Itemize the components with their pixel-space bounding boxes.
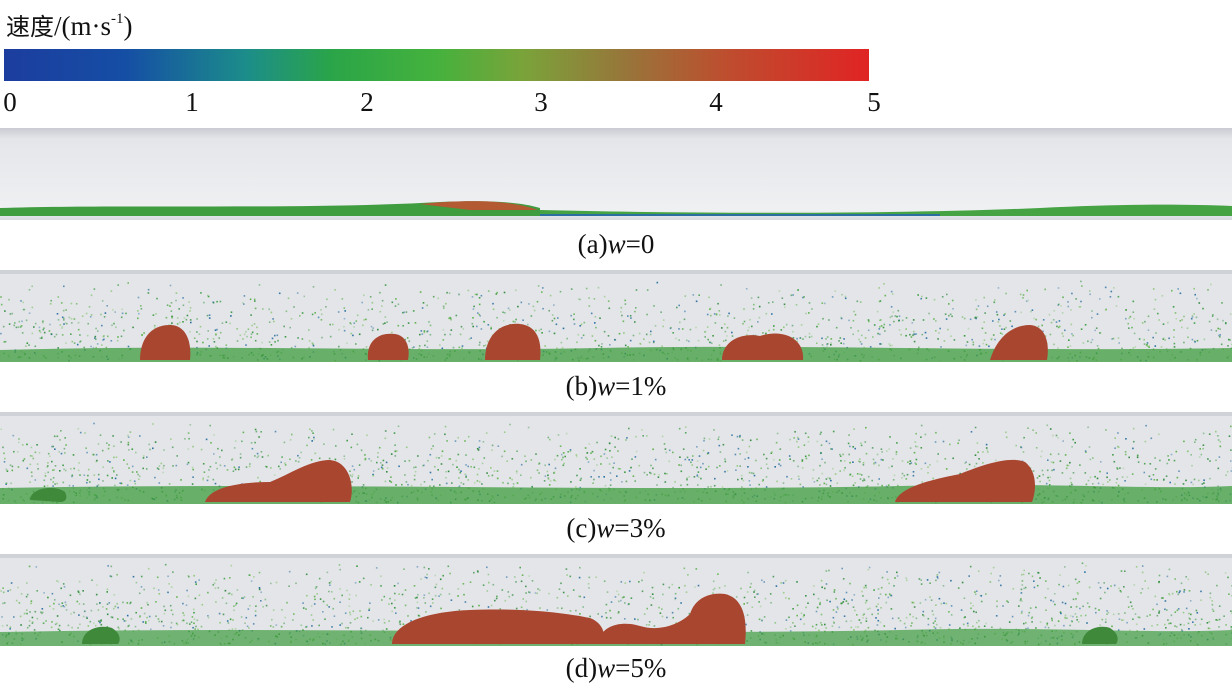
panel-caption-b: (b)w=1% [0, 370, 1232, 402]
sand-bed-slow-strip [540, 214, 940, 216]
caption-prefix: (b) [565, 371, 598, 401]
caption-var: w [607, 229, 626, 259]
colorbar-tick-4: 4 [709, 87, 723, 117]
caption-value: =3% [614, 513, 666, 543]
colorbar-tick-1: 1 [185, 87, 199, 117]
panel-caption-d: (d)w=5% [0, 652, 1232, 684]
caption-var: w [597, 653, 616, 683]
pipe-view-d [0, 554, 1232, 646]
colorbar-tick-5: 5 [867, 87, 881, 117]
caption-prefix: (c) [566, 513, 597, 543]
pipe-view-b [0, 270, 1232, 362]
colorbar-tick-3: 3 [534, 87, 548, 117]
sand-slug-5 [990, 325, 1048, 360]
pipe-panel-b [0, 270, 1232, 362]
caption-value: =0 [625, 229, 655, 259]
caption-var: w [596, 513, 615, 543]
pipe-panel-c [0, 412, 1232, 504]
colorbar-title: 速度/(m·s-1) [6, 4, 133, 44]
colorbar-tick-0: 0 [3, 87, 17, 117]
sand-slug-1 [392, 609, 605, 644]
sand-slug-3 [485, 323, 541, 360]
caption-value: =5% [615, 653, 667, 683]
sand-cluster-left [82, 626, 120, 644]
panel-caption-a: (a)w=0 [0, 228, 1232, 260]
pipe-panel-a [0, 128, 1232, 220]
colorbar-title-cn: 速度 [6, 13, 54, 41]
colorbar-tick-2: 2 [360, 87, 374, 117]
caption-prefix: (a) [577, 229, 608, 259]
sand-bed [0, 346, 1232, 362]
sand-cluster [30, 487, 67, 502]
pipe-panel-d [0, 554, 1232, 646]
sand-slug-1 [205, 460, 352, 502]
sand-cluster-right [1082, 626, 1118, 644]
colorbar-title-close: ) [123, 11, 133, 41]
colorbar-title-unit: /(m·s [54, 11, 111, 41]
caption-var: w [597, 371, 616, 401]
sand-bed-right [540, 204, 1232, 216]
sand-slug-4 [722, 333, 804, 360]
pipe-view-a [0, 128, 1232, 220]
pipe-view-c [0, 412, 1232, 504]
sand-bed-fast-region [420, 201, 538, 210]
sand-bed-left [0, 201, 540, 216]
pipe-wall [0, 128, 1232, 220]
colorbar-title-sup: -1 [111, 11, 124, 27]
panel-caption-c: (c)w=3% [0, 512, 1232, 544]
sand-slug-1 [140, 325, 191, 360]
sand-slug-2 [367, 333, 409, 360]
caption-value: =1% [615, 371, 667, 401]
sand-slug-2 [895, 459, 1036, 502]
colorbar-gradient [4, 49, 869, 81]
caption-prefix: (d) [565, 653, 598, 683]
sand-slug-2 [598, 593, 746, 644]
